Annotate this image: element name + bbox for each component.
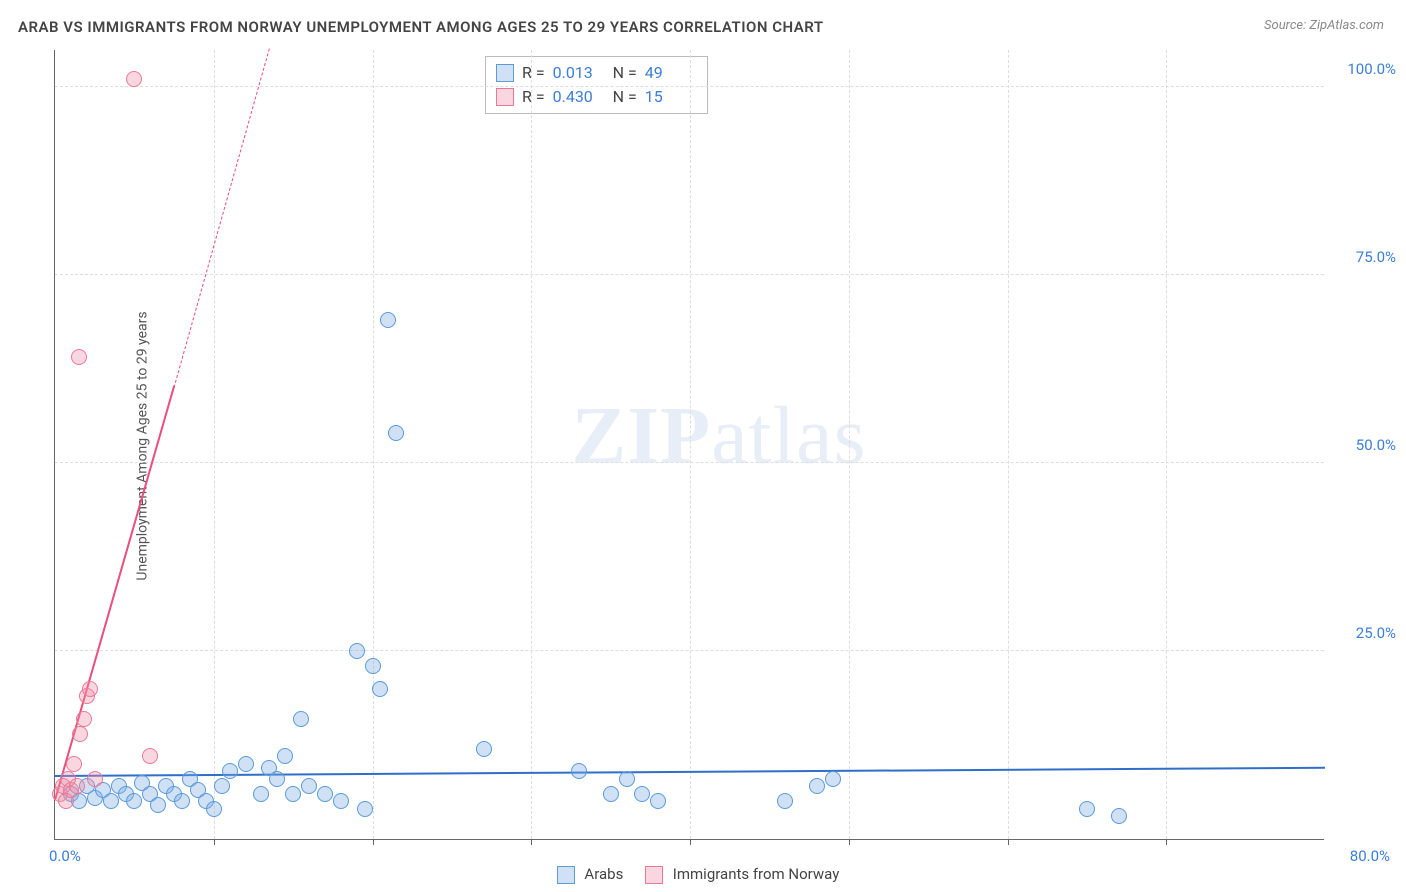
scatter-plot: ZIPatlas R = 0.013 N = 49 R = 0.430 N = … [54,50,1324,840]
watermark: ZIPatlas [572,388,867,482]
data-point [571,763,587,779]
x-tick [1166,839,1167,845]
data-point [72,726,88,742]
x-tick-label: 80.0% [1350,847,1390,865]
gridline [1008,50,1009,839]
data-point [317,786,333,802]
data-point [619,771,635,787]
data-point [150,797,166,813]
data-point [365,658,381,674]
y-tick-label: 75.0% [1356,248,1396,266]
swatch-norway-icon [645,866,663,884]
data-point [603,786,619,802]
data-point [87,771,103,787]
data-point [222,763,238,779]
swatch-arabs [496,64,514,82]
legend-row-arabs: R = 0.013 N = 49 [496,61,697,85]
data-point [126,793,142,809]
y-tick-label: 100.0% [1347,60,1396,78]
data-point [634,786,650,802]
trend-line [174,48,270,387]
x-tick [214,839,215,845]
legend-row-norway: R = 0.430 N = 15 [496,85,697,109]
data-point [1079,801,1095,817]
data-point [809,778,825,794]
gridline [849,50,850,839]
data-point [76,711,92,727]
legend-label-norway: Immigrants from Norway [673,865,840,883]
data-point [269,771,285,787]
x-tick [690,839,691,845]
data-point [650,793,666,809]
y-tick-label: 50.0% [1356,436,1396,454]
data-point [388,425,404,441]
data-point [71,349,87,365]
data-point [238,756,254,772]
chart-title: ARAB VS IMMIGRANTS FROM NORWAY UNEMPLOYM… [18,18,824,36]
data-point [126,71,142,87]
data-point [777,793,793,809]
data-point [357,801,373,817]
data-point [1111,808,1127,824]
gridline [690,50,691,839]
data-point [349,643,365,659]
trend-line [54,386,175,800]
data-point [293,711,309,727]
data-point [253,786,269,802]
gridline [531,50,532,839]
data-point [277,748,293,764]
legend-label-arabs: Arabs [584,865,623,883]
x-tick [849,839,850,845]
swatch-arabs-icon [557,866,575,884]
data-point [301,778,317,794]
gridline [373,50,374,839]
data-point [82,681,98,697]
x-tick-label: 0.0% [49,847,81,865]
data-point [380,312,396,328]
x-tick [531,839,532,845]
gridline [1166,50,1167,839]
y-tick-label: 25.0% [1356,624,1396,642]
x-tick [373,839,374,845]
data-point [825,771,841,787]
data-point [174,793,190,809]
x-tick [1008,839,1009,845]
source-attribution: Source: ZipAtlas.com [1264,18,1384,33]
data-point [476,741,492,757]
data-point [142,748,158,764]
data-point [214,778,230,794]
data-point [103,793,119,809]
gridline [214,50,215,839]
data-point [372,681,388,697]
series-legend: Arabs Immigrants from Norway [54,865,1324,884]
data-point [285,786,301,802]
data-point [66,756,82,772]
data-point [333,793,349,809]
data-point [69,778,85,794]
swatch-norway [496,88,514,106]
data-point [206,801,222,817]
